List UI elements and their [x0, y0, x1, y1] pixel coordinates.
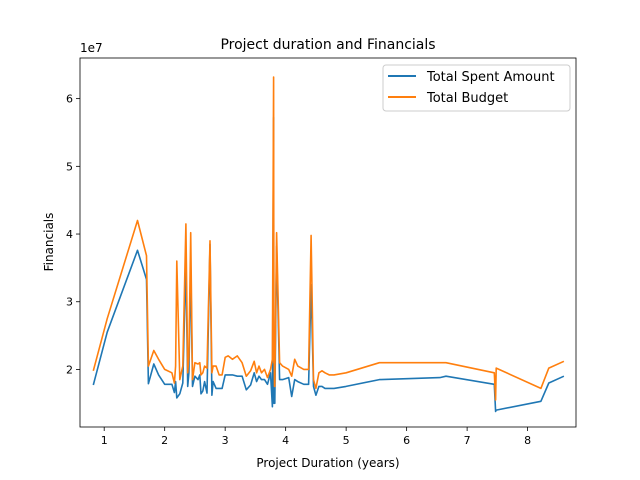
- x-tick-label: 4: [282, 434, 289, 447]
- y-tick-label: 6: [66, 93, 73, 106]
- x-tick-label: 2: [161, 434, 168, 447]
- y-axis-offset-text: 1e7: [80, 41, 103, 55]
- x-tick-label: 6: [403, 434, 410, 447]
- x-tick-label: 5: [343, 434, 350, 447]
- legend-box: [382, 64, 571, 112]
- axes-frame: [79, 57, 577, 428]
- x-axis-label: Project Duration (years): [256, 456, 399, 470]
- y-tick-label: 5: [66, 160, 73, 173]
- x-tick-label: 1: [101, 434, 108, 447]
- x-tick-label: 7: [464, 434, 471, 447]
- legend: Total Spent Amount Total Budget: [382, 64, 571, 112]
- y-tick-label: 2: [66, 363, 73, 376]
- y-axis-label: Financials: [42, 213, 56, 272]
- y-tick-label: 3: [66, 296, 73, 309]
- series-line-total-budget: [92, 76, 565, 401]
- legend-label-spent: Total Spent Amount: [426, 70, 555, 85]
- y-tick-label: 4: [66, 228, 73, 241]
- y-axis-ticks: 2 3 4 5 6: [66, 93, 80, 376]
- series-line-total-spent-amount: [92, 116, 565, 413]
- legend-label-budget: Total Budget: [426, 91, 508, 106]
- x-tick-label: 3: [222, 434, 229, 447]
- x-tick-label: 8: [524, 434, 531, 447]
- plot-area: [92, 76, 565, 413]
- x-axis-ticks: 1 2 3 4 5 6 7 8: [101, 427, 531, 447]
- chart-title: Project duration and Financials: [220, 37, 435, 53]
